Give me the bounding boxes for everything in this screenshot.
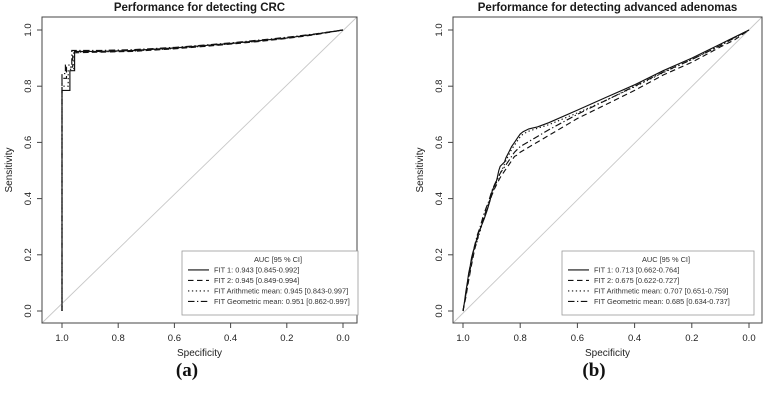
legend-entry-label: FIT 2: 0.945 [0.849-0.994] <box>214 276 299 285</box>
y-tick-label: 0.6 <box>23 136 34 149</box>
x-axis-label: Specificity <box>585 348 630 359</box>
x-tick-label: 1.0 <box>456 333 469 344</box>
legend-entry-label: FIT 2: 0.675 [0.622-0.727] <box>594 276 679 285</box>
y-axis-label: Sensitivity <box>415 147 426 192</box>
legend-entry-label: FIT 1: 0.943 [0.845-0.992] <box>214 266 299 275</box>
panel-label-b: (b) <box>582 360 606 381</box>
x-tick-label: 0.6 <box>168 333 181 344</box>
x-tick-label: 0.8 <box>112 333 125 344</box>
panel-label-a: (a) <box>175 360 199 381</box>
x-tick-label: 0.2 <box>280 333 293 344</box>
roc-chart-crc: 1.0 0.8 0.6 0.4 0.2 0.0 0.0 0.2 0.4 0.6 0.8 1.0 Spec… <box>4 2 359 359</box>
x-tick-label: 0.4 <box>628 333 641 344</box>
y-tick-label: 0.0 <box>434 304 445 317</box>
plot-frame <box>452 16 763 324</box>
legend-entry-label: FIT Geometric mean: 0.951 [0.862-0.997] <box>214 297 350 306</box>
y-tick-label: 0.0 <box>23 304 34 317</box>
y-axis-label: Sensitivity <box>4 147 15 192</box>
x-tick-label: 0.8 <box>514 333 527 344</box>
legend: AUC [95 % CI]FIT 1: 0.943 [0.845-0.992]F… <box>181 250 359 316</box>
x-tick-label: 1.0 <box>55 333 68 344</box>
y-tick-label: 0.8 <box>23 80 34 93</box>
roc-curve-fit-geometric-mean <box>462 29 750 312</box>
x-tick-label: 0.2 <box>685 333 698 344</box>
legend-entry-label: FIT Arithmetic mean: 0.945 [0.843-0.997] <box>214 287 348 296</box>
y-tick-label: 0.6 <box>434 136 445 149</box>
x-axis-label: Specificity <box>177 348 222 359</box>
legend-entry-label: FIT Geometric mean: 0.685 [0.634-0.737] <box>594 297 730 306</box>
legend-entry-label: FIT 1: 0.713 [0.662-0.764] <box>594 266 679 275</box>
x-tick-label: 0.0 <box>336 333 349 344</box>
x-tick-label: 0.6 <box>571 333 584 344</box>
legend-box <box>561 250 755 316</box>
y-tick-label: 1.0 <box>23 23 34 36</box>
plot-frame <box>41 16 358 324</box>
legend-entry-label: FIT Arithmetic mean: 0.707 [0.651-0.759] <box>594 287 728 296</box>
y-tick-label: 1.0 <box>434 23 445 36</box>
y-tick-label: 0.8 <box>434 80 445 93</box>
legend-title: AUC [95 % CI] <box>642 255 690 264</box>
reference-diagonal <box>41 16 358 324</box>
roc-curve-fit-geometric-mean <box>61 29 344 311</box>
roc-curve-fit-arithmetic-mean <box>462 29 750 312</box>
roc-chart-advanced-adenomas: 1.0 0.8 0.6 0.4 0.2 0.0 0.0 0.2 0.4 0.6 0.8 1.0 Spec… <box>415 2 763 359</box>
y-tick-label: 0.4 <box>434 192 445 205</box>
x-tick-label: 0.0 <box>742 333 755 344</box>
roc-curve-fit-2 <box>462 29 750 312</box>
roc-curve-fit-2 <box>61 29 344 311</box>
roc-curve-fit-1 <box>61 29 344 311</box>
legend-box <box>181 250 359 316</box>
y-tick-label: 0.4 <box>23 192 34 205</box>
y-tick-label: 0.2 <box>434 248 445 261</box>
chart-title: Performance for detecting CRC <box>114 2 285 14</box>
y-tick-label: 0.2 <box>23 248 34 261</box>
x-tick-label: 0.4 <box>224 333 237 344</box>
reference-diagonal <box>452 16 763 324</box>
legend: AUC [95 % CI]FIT 1: 0.713 [0.662-0.764]F… <box>561 250 755 316</box>
legend-title: AUC [95 % CI] <box>254 255 302 264</box>
chart-title: Performance for detecting advanced adeno… <box>478 2 737 14</box>
